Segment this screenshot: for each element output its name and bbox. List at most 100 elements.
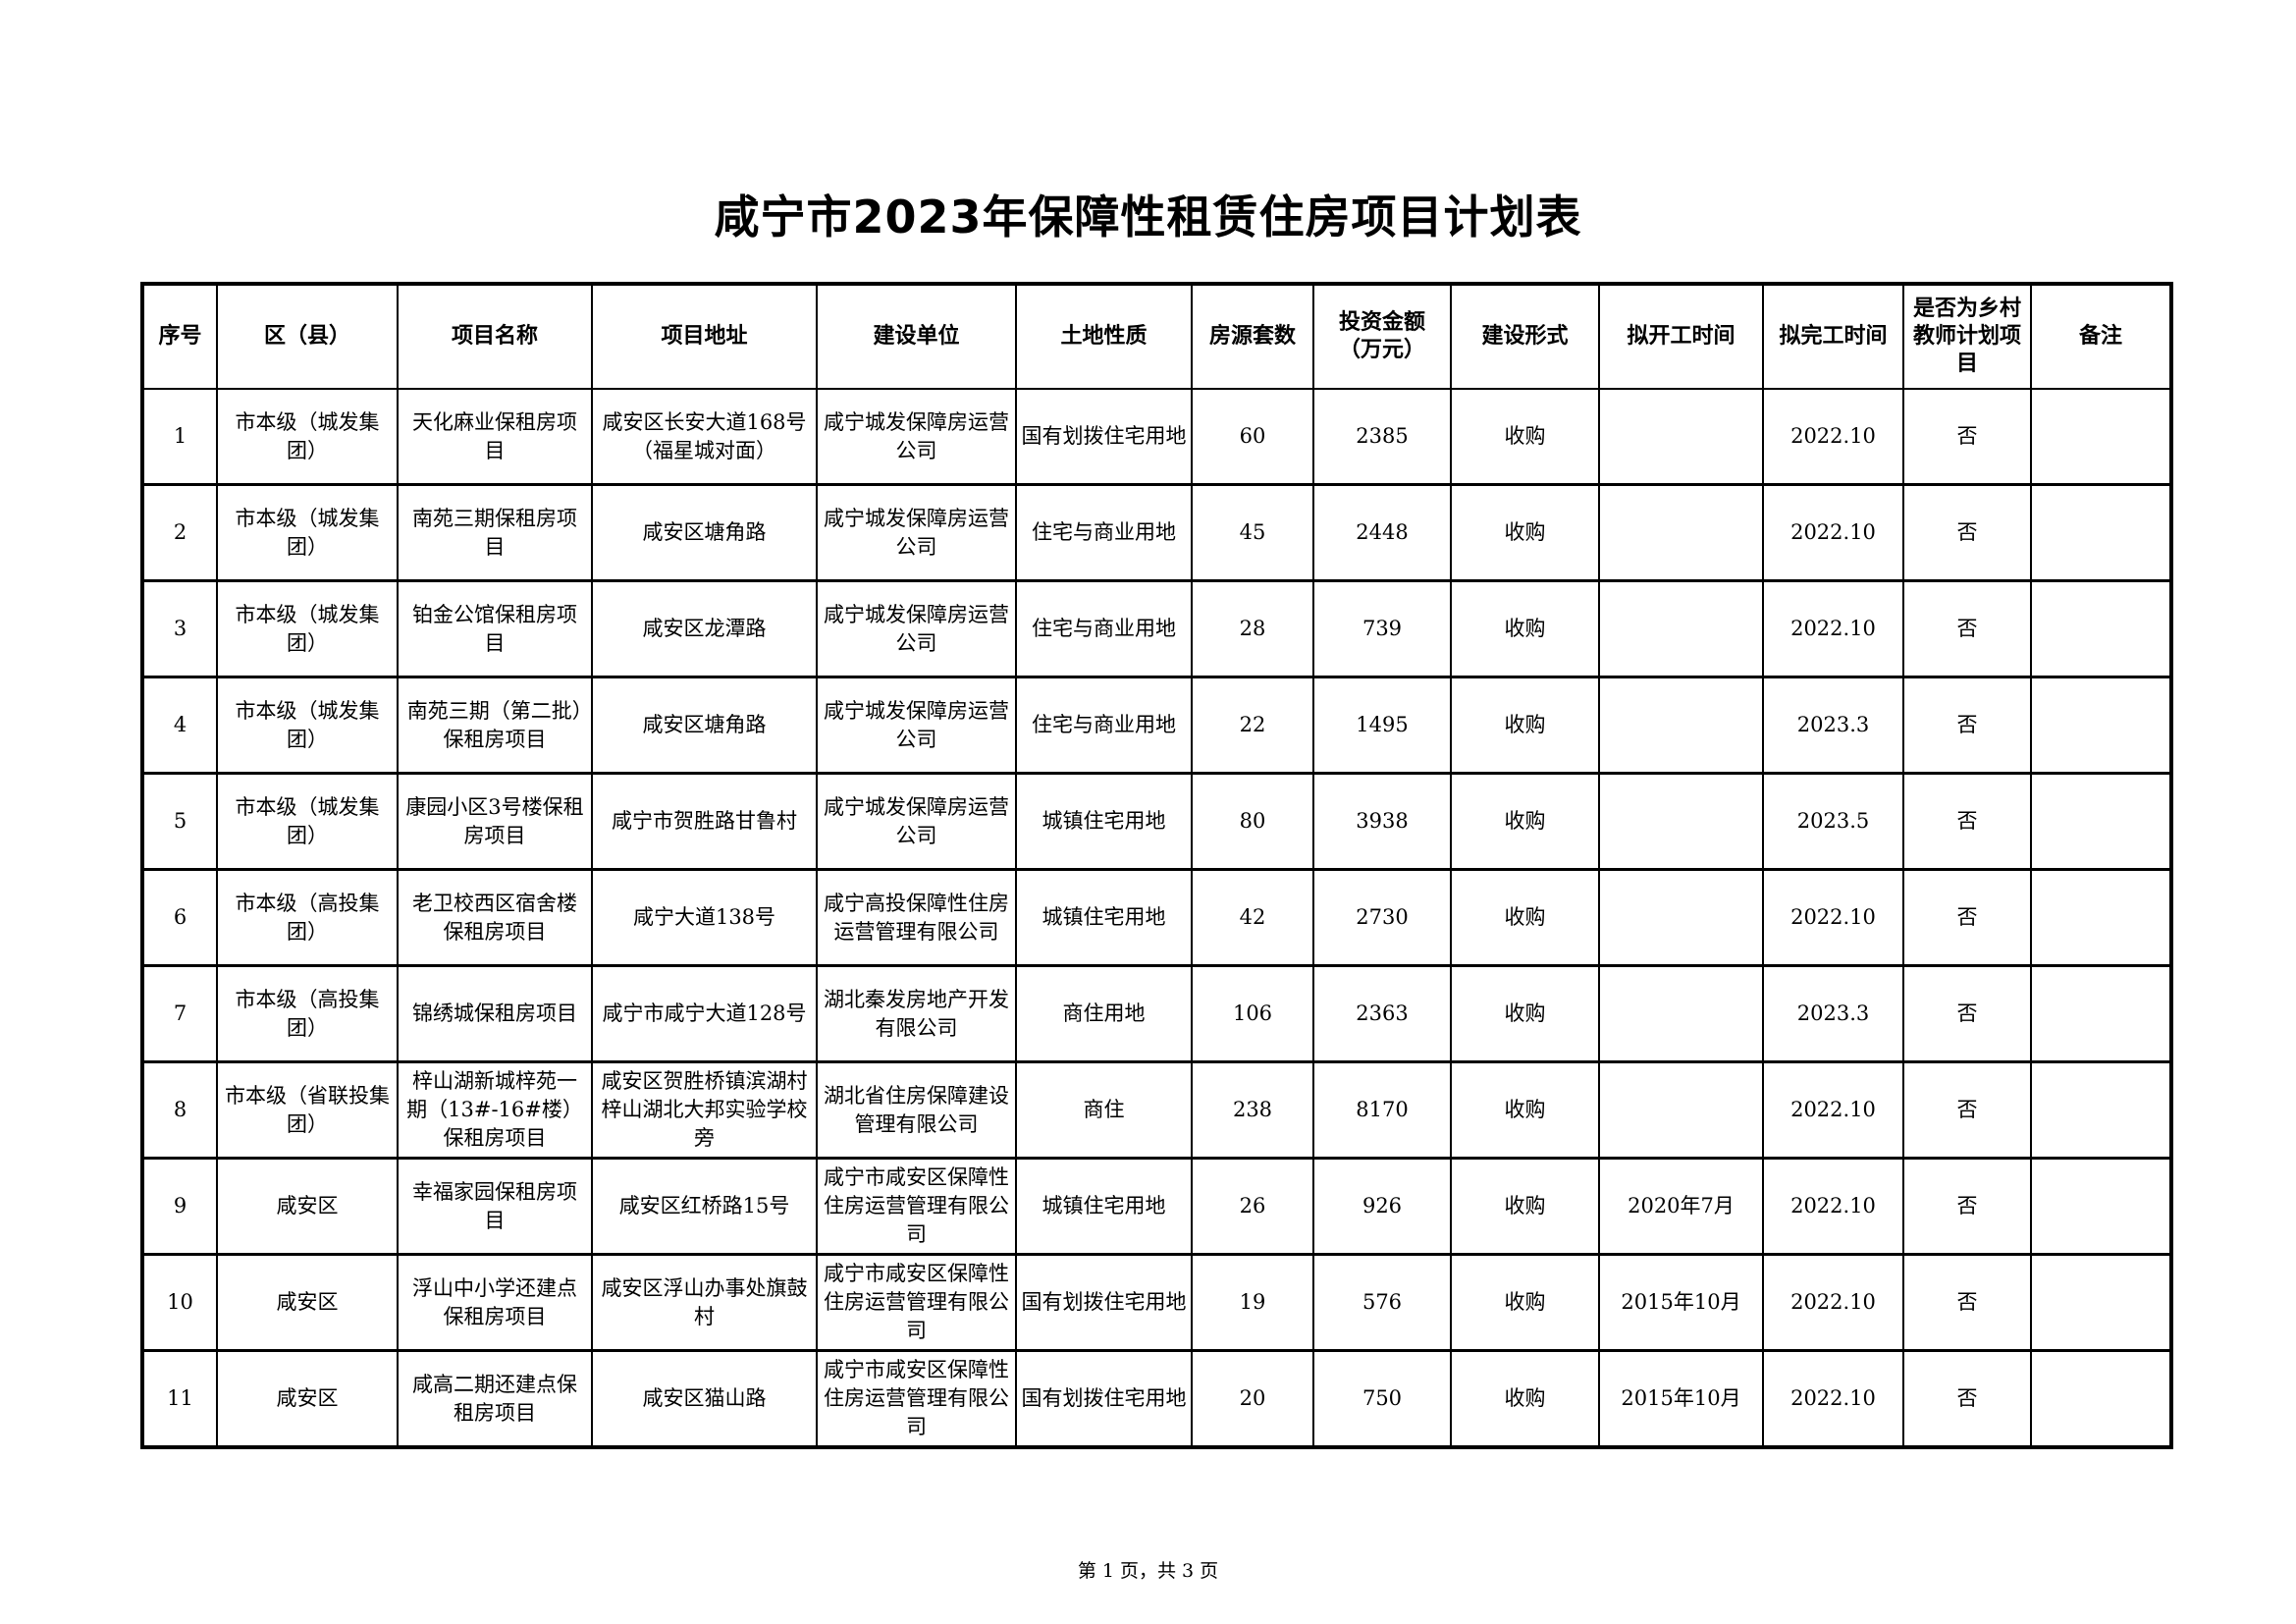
table-cell: 咸宁城发保障房运营公司 — [816, 676, 1017, 775]
table-row: 5 市本级（城发集团） 康园小区3号楼保租房项目 咸宁市贺胜路甘鲁村 咸宁城发保障房运营… — [141, 772, 2172, 871]
table-cell: 2022.10 — [1762, 1253, 1904, 1352]
table-cell: 10 — [141, 1253, 218, 1352]
table-cell: 咸安区红桥路15号 — [591, 1157, 818, 1256]
table-row: 1 市本级（城发集团） 天化麻业保租房项目 咸安区长安大道168号（福星城对面） 咸宁城… — [141, 388, 2172, 486]
table-cell: 7 — [141, 964, 218, 1063]
table-cell: 咸安区 — [216, 1349, 399, 1448]
table-cell: 铂金公馆保租房项目 — [397, 579, 593, 678]
table-cell: 咸宁市贺胜路甘鲁村 — [591, 772, 818, 871]
table-cell: 锦绣城保租房项目 — [397, 964, 593, 1063]
table-cell — [2030, 388, 2172, 486]
table-row: 4 市本级（城发集团） 南苑三期（第二批）保租房项目 咸安区塘角路 咸宁城发保障房运营公… — [141, 676, 2172, 775]
table-cell — [2030, 772, 2172, 871]
table-cell: 咸安区长安大道168号（福星城对面） — [591, 388, 818, 486]
table-cell: 市本级（城发集团） — [216, 676, 399, 775]
table-cell: 11 — [141, 1349, 218, 1448]
table-cell: 3 — [141, 579, 218, 678]
table-cell: 2385 — [1312, 388, 1452, 486]
table-cell — [1598, 1060, 1764, 1160]
column-header: 项目地址 — [591, 283, 818, 390]
column-header: 建设单位 — [816, 283, 1017, 390]
table-cell: 康园小区3号楼保租房项目 — [397, 772, 593, 871]
table-cell: 市本级（城发集团） — [216, 579, 399, 678]
table-cell: 幸福家园保租房项目 — [397, 1157, 593, 1256]
table-cell — [2030, 1349, 2172, 1448]
table-cell: 咸高二期还建点保租房项目 — [397, 1349, 593, 1448]
column-header: 项目名称 — [397, 283, 593, 390]
table-cell: 咸安区猫山路 — [591, 1349, 818, 1448]
column-header: 拟开工时间 — [1598, 283, 1764, 390]
table-row: 2 市本级（城发集团） 南苑三期保租房项目 咸安区塘角路 咸宁城发保障房运营公司 住宅与商… — [141, 483, 2172, 582]
page-title: 咸宁市2023年保障性租赁住房项目计划表 — [714, 190, 1582, 244]
table-cell: 926 — [1312, 1157, 1452, 1256]
table-cell: 收购 — [1450, 1253, 1600, 1352]
table-cell: 45 — [1191, 483, 1314, 582]
table-cell: 2022.10 — [1762, 1349, 1904, 1448]
table-cell: 住宅与商业用地 — [1015, 579, 1193, 678]
table-cell: 收购 — [1450, 868, 1600, 967]
table-cell: 2015年10月 — [1598, 1253, 1764, 1352]
table-cell: 市本级（高投集团） — [216, 868, 399, 967]
table-cell: 城镇住宅用地 — [1015, 868, 1193, 967]
table-cell: 6 — [141, 868, 218, 967]
table-header-row: 序号 区（县） 项目名称 项目地址 建设单位 土地性质 房源套数 投资金额（万元） 建设形式 拟开… — [141, 283, 2172, 390]
table-cell: 2020年7月 — [1598, 1157, 1764, 1256]
table-cell: 2 — [141, 483, 218, 582]
table-cell: 19 — [1191, 1253, 1314, 1352]
table-row: 9 咸安区 幸福家园保租房项目 咸安区红桥路15号 咸宁市咸安区保障性住房运营管理有限公… — [141, 1157, 2172, 1256]
table-cell: 26 — [1191, 1157, 1314, 1256]
table-cell: 2022.10 — [1762, 579, 1904, 678]
table-row: 3 市本级（城发集团） 铂金公馆保租房项目 咸安区龙潭路 咸宁城发保障房运营公司 住宅与商… — [141, 579, 2172, 678]
table-cell: 咸宁城发保障房运营公司 — [816, 579, 1017, 678]
table-cell: 2022.10 — [1762, 483, 1904, 582]
table-cell: 咸宁市咸宁大道128号 — [591, 964, 818, 1063]
table-cell: 国有划拨住宅用地 — [1015, 388, 1193, 486]
table-cell: 浮山中小学还建点保租房项目 — [397, 1253, 593, 1352]
table-cell: 1 — [141, 388, 218, 486]
table-cell: 238 — [1191, 1060, 1314, 1160]
table-cell: 市本级（高投集团） — [216, 964, 399, 1063]
table-cell: 市本级（城发集团） — [216, 772, 399, 871]
page-footer: 第 1 页，共 3 页 — [1077, 1560, 1219, 1582]
table-cell: 咸宁城发保障房运营公司 — [816, 772, 1017, 871]
table-cell: 南苑三期（第二批）保租房项目 — [397, 676, 593, 775]
table-cell: 750 — [1312, 1349, 1452, 1448]
table-cell: 2363 — [1312, 964, 1452, 1063]
table-cell: 天化麻业保租房项目 — [397, 388, 593, 486]
table-cell: 老卫校西区宿舍楼保租房项目 — [397, 868, 593, 967]
table-cell: 80 — [1191, 772, 1314, 871]
column-header: 区（县） — [216, 283, 399, 390]
table-cell — [1598, 868, 1764, 967]
table-cell — [2030, 676, 2172, 775]
table-row: 11 咸安区 咸高二期还建点保租房项目 咸安区猫山路 咸宁市咸安区保障性住房运营管理有限… — [141, 1349, 2172, 1448]
table-cell: 湖北省住房保障建设管理有限公司 — [816, 1060, 1017, 1160]
column-header: 备注 — [2030, 283, 2172, 390]
table-cell — [1598, 676, 1764, 775]
table-cell: 南苑三期保租房项目 — [397, 483, 593, 582]
table-cell: 2730 — [1312, 868, 1452, 967]
table-cell: 咸宁城发保障房运营公司 — [816, 388, 1017, 486]
table-cell: 收购 — [1450, 676, 1600, 775]
table-cell: 1495 — [1312, 676, 1452, 775]
table-cell: 收购 — [1450, 1060, 1600, 1160]
table-cell — [2030, 483, 2172, 582]
table-cell: 否 — [1902, 483, 2032, 582]
table-cell: 2015年10月 — [1598, 1349, 1764, 1448]
table-cell: 咸宁大道138号 — [591, 868, 818, 967]
table-cell: 2022.10 — [1762, 1060, 1904, 1160]
table-cell: 576 — [1312, 1253, 1452, 1352]
table-cell: 否 — [1902, 1157, 2032, 1256]
table-cell: 咸安区浮山办事处旗鼓村 — [591, 1253, 818, 1352]
table-cell: 市本级（城发集团） — [216, 388, 399, 486]
table-cell: 否 — [1902, 676, 2032, 775]
table-cell: 28 — [1191, 579, 1314, 678]
project-table: 序号 区（县） 项目名称 项目地址 建设单位 土地性质 房源套数 投资金额（万元） 建设形式 拟开… — [140, 282, 2173, 1449]
table-cell: 2022.10 — [1762, 388, 1904, 486]
table-cell: 否 — [1902, 579, 2032, 678]
table-cell: 否 — [1902, 772, 2032, 871]
table-cell — [1598, 579, 1764, 678]
table-cell: 国有划拨住宅用地 — [1015, 1349, 1193, 1448]
table-cell: 2448 — [1312, 483, 1452, 582]
table-cell: 收购 — [1450, 1349, 1600, 1448]
table-cell: 咸安区塘角路 — [591, 483, 818, 582]
